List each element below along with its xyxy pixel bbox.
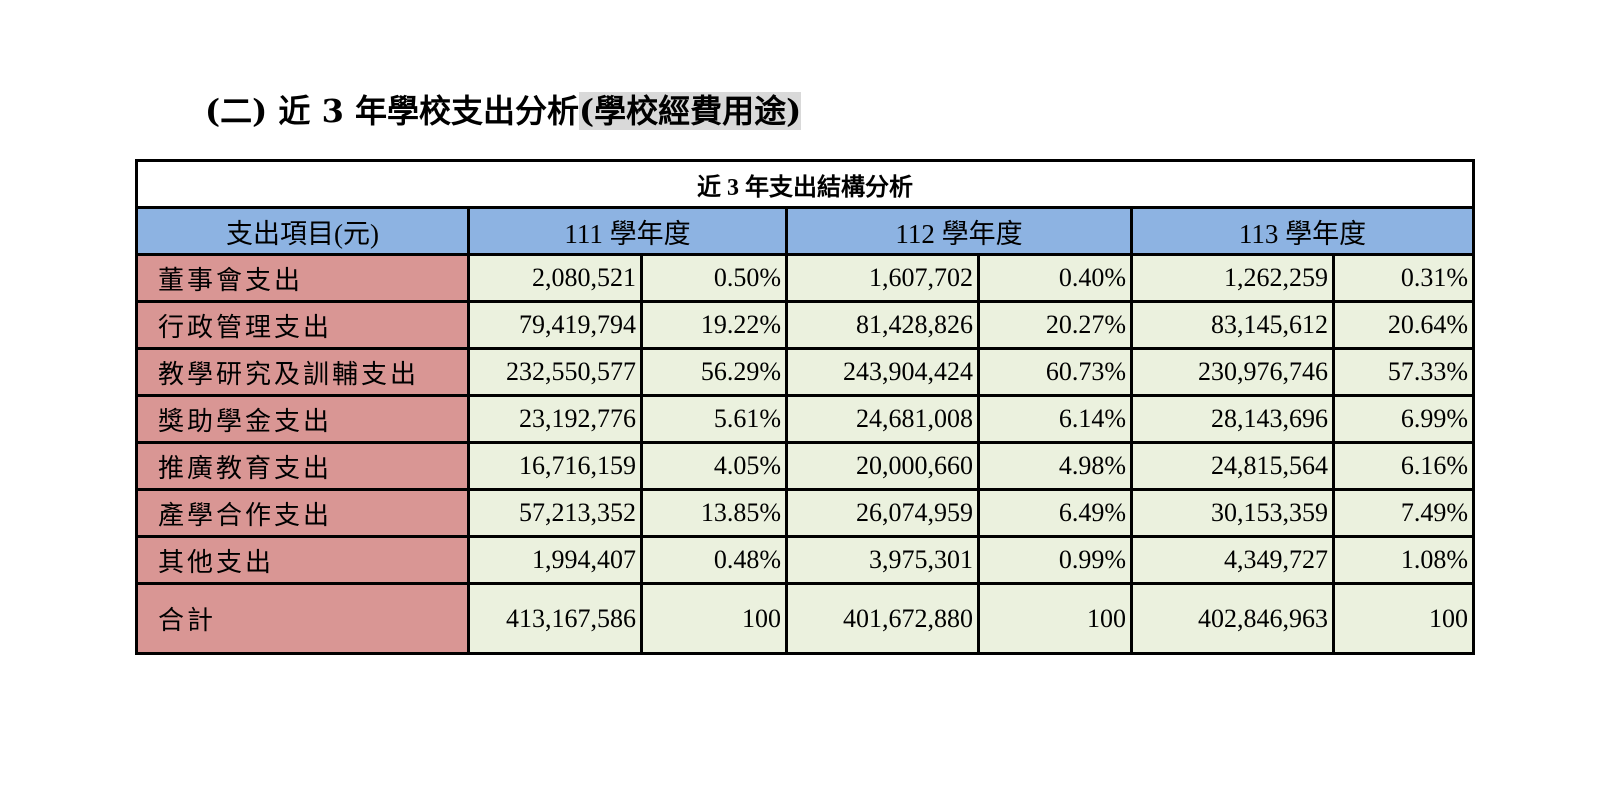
header-113: 113 學年度 [1130,206,1475,256]
amount-cell: 28,143,696 [1130,394,1335,444]
row-label: 教學研究及訓輔支出 [135,347,470,397]
percent-cell: 0.31% [1332,253,1475,303]
percent-cell: 7.49% [1332,488,1475,538]
header-111: 111 學年度 [467,206,788,256]
percent-cell: 0.48% [640,535,788,585]
table-row: 產學合作支出 57,213,352 13.85% 26,074,959 6.49% 30,… [135,488,1475,538]
total-row: 合計 413,167,586 100 401,672,880 100 402,846,96… [135,582,1475,655]
amount-cell: 30,153,359 [1130,488,1335,538]
amount-cell: 3,975,301 [785,535,980,585]
amount-cell: 243,904,424 [785,347,980,397]
percent-cell: 6.16% [1332,441,1475,491]
amount-cell: 1,994,407 [467,535,643,585]
percent-cell: 4.05% [640,441,788,491]
amount-cell: 402,846,963 [1130,582,1335,655]
percent-cell: 19.22% [640,300,788,350]
row-label: 其他支出 [135,535,470,585]
amount-cell: 401,672,880 [785,582,980,655]
amount-cell: 1,262,259 [1130,253,1335,303]
amount-cell: 4,349,727 [1130,535,1335,585]
amount-cell: 24,815,564 [1130,441,1335,491]
amount-cell: 26,074,959 [785,488,980,538]
percent-cell: 100 [1332,582,1475,655]
percent-cell: 0.50% [640,253,788,303]
percent-cell: 20.64% [1332,300,1475,350]
row-label: 合計 [135,582,470,655]
heading-main: (二) 近 3 年學校支出分析 [205,92,579,130]
percent-cell: 20.27% [977,300,1133,350]
amount-cell: 2,080,521 [467,253,643,303]
header-item: 支出項目(元) [135,206,470,256]
row-label: 推廣教育支出 [135,441,470,491]
amount-cell: 81,428,826 [785,300,980,350]
expense-table: 近 3 年支出結構分析 支出項目(元) 111 學年度 112 學年度 113 … [135,159,1475,655]
row-label: 董事會支出 [135,253,470,303]
amount-cell: 232,550,577 [467,347,643,397]
table-row: 推廣教育支出 16,716,159 4.05% 20,000,660 4.98% 24,8… [135,441,1475,491]
row-label: 產學合作支出 [135,488,470,538]
amount-cell: 23,192,776 [467,394,643,444]
amount-cell: 79,419,794 [467,300,643,350]
row-label: 獎助學金支出 [135,394,470,444]
percent-cell: 13.85% [640,488,788,538]
table-row: 教學研究及訓輔支出 232,550,577 56.29% 243,904,424 60.… [135,347,1475,397]
percent-cell: 6.14% [977,394,1133,444]
section-heading: (二) 近 3 年學校支出分析(學校經費用途) [205,86,802,132]
percent-cell: 57.33% [1332,347,1475,397]
amount-cell: 413,167,586 [467,582,643,655]
percent-cell: 0.99% [977,535,1133,585]
table-row: 行政管理支出 79,419,794 19.22% 81,428,826 20.27% 83… [135,300,1475,350]
percent-cell: 6.49% [977,488,1133,538]
amount-cell: 230,976,746 [1130,347,1335,397]
table-row: 董事會支出 2,080,521 0.50% 1,607,702 0.40% 1,262,2… [135,253,1475,303]
header-112: 112 學年度 [785,206,1133,256]
amount-cell: 24,681,008 [785,394,980,444]
table-row: 其他支出 1,994,407 0.48% 3,975,301 0.99% 4,349,72… [135,535,1475,585]
row-label: 行政管理支出 [135,300,470,350]
percent-cell: 100 [640,582,788,655]
percent-cell: 0.40% [977,253,1133,303]
table-row: 獎助學金支出 23,192,776 5.61% 24,681,008 6.14% 28,1… [135,394,1475,444]
percent-cell: 1.08% [1332,535,1475,585]
table-caption: 近 3 年支出結構分析 [135,159,1475,209]
percent-cell: 5.61% [640,394,788,444]
percent-cell: 6.99% [1332,394,1475,444]
heading-highlight: (學校經費用途) [578,92,802,130]
amount-cell: 20,000,660 [785,441,980,491]
percent-cell: 100 [977,582,1133,655]
amount-cell: 83,145,612 [1130,300,1335,350]
percent-cell: 56.29% [640,347,788,397]
amount-cell: 1,607,702 [785,253,980,303]
percent-cell: 60.73% [977,347,1133,397]
percent-cell: 4.98% [977,441,1133,491]
amount-cell: 57,213,352 [467,488,643,538]
amount-cell: 16,716,159 [467,441,643,491]
